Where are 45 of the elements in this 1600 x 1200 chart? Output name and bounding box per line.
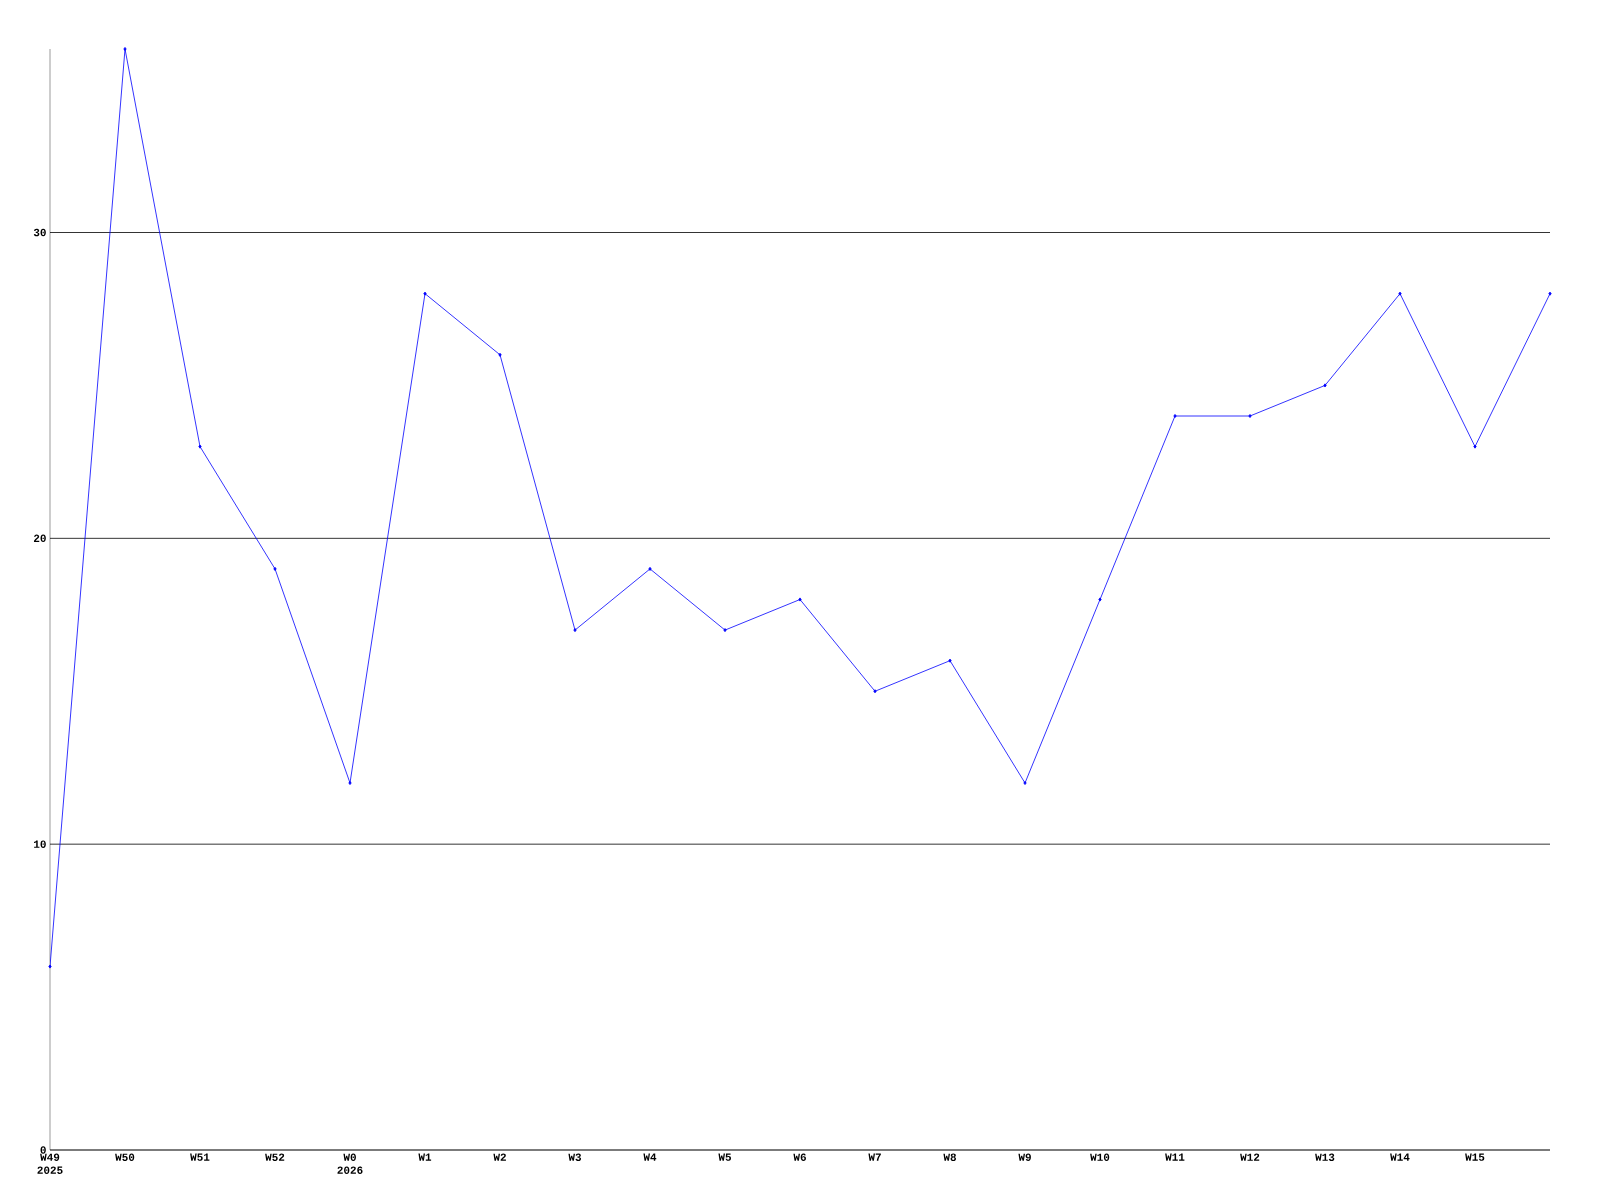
x-tick-label: W15 [1465,1153,1485,1161]
x-tick-label: W7 [868,1153,881,1161]
x-tick-label: W9 [1018,1153,1031,1161]
y-tick-label: 0 [40,1146,46,1154]
point [648,566,652,571]
point [48,964,52,969]
x-tick-label: W52 [265,1153,285,1161]
point [798,597,802,602]
y-tick-label: 20 [33,534,46,543]
point [1398,291,1402,296]
point [198,444,202,449]
x-tick-label: W50 [115,1153,135,1161]
point [873,689,877,694]
x-tick-label: W6 [793,1153,806,1161]
point [948,658,952,663]
point [573,628,577,633]
x-tick-label: W12 [1240,1153,1260,1161]
x-tick-label: W0 2026 [337,1153,363,1174]
point [423,291,427,296]
point [1473,444,1477,449]
point [723,628,727,633]
x-tick-label: W8 [943,1153,956,1161]
x-tick-label: W49 2025 [37,1153,63,1174]
y-tick-label: 10 [34,840,46,848]
x-tick-label: W10 [1090,1153,1110,1161]
x-tick-label: W4 [643,1153,657,1161]
point [273,566,277,571]
x-tick-label: W11 [1165,1153,1185,1161]
x-tick-label: W3 [568,1153,582,1161]
x-tick-label: W51 [190,1153,210,1161]
y-tick-label: 30 [33,228,46,237]
x-tick-label: W2 [493,1153,506,1161]
x-tick-label: W5 [718,1153,731,1161]
x-tick-label: W13 [1315,1153,1335,1161]
point [1173,414,1177,418]
point [123,47,127,51]
point [1323,383,1327,388]
x-tick-label: W14 [1390,1153,1410,1161]
point [1098,597,1102,602]
point [1248,414,1252,418]
point [498,352,502,357]
point [1548,291,1552,296]
x-tick-label: W1 [418,1153,432,1161]
point [1023,781,1027,785]
point [348,781,352,785]
